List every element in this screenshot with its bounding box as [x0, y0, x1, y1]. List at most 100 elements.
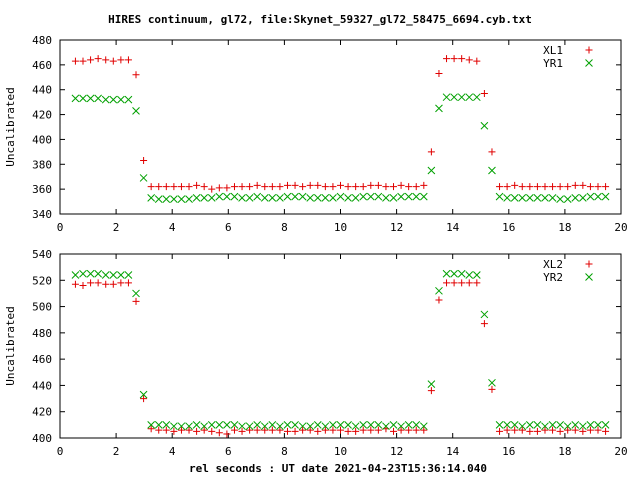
data-point [351, 422, 360, 431]
data-point [124, 95, 133, 104]
data-point [124, 279, 132, 287]
x-tick-label: 4 [169, 221, 176, 234]
data-point [215, 192, 224, 201]
x-tick-label: 0 [57, 221, 64, 234]
y-tick-label: 460 [32, 353, 52, 366]
x-tick-label: 18 [558, 221, 571, 234]
data-point [170, 183, 178, 191]
data-point [564, 183, 572, 191]
x-tick-label: 8 [281, 445, 288, 458]
legend-marker [585, 46, 593, 54]
data-point [261, 183, 269, 191]
data-point [366, 421, 375, 429]
data-point [223, 184, 231, 192]
x-tick-label: 16 [502, 445, 515, 458]
data-point [594, 426, 602, 434]
x-tick-label: 2 [113, 221, 120, 234]
data-point [526, 183, 534, 191]
data-point [230, 183, 238, 191]
data-point [208, 427, 216, 435]
data-point [344, 193, 352, 202]
data-point [578, 193, 587, 202]
data-point [571, 421, 580, 429]
data-point [435, 286, 443, 295]
data-point [321, 193, 330, 202]
data-point [457, 93, 466, 102]
data-point [412, 421, 421, 429]
x-tick-label: 20 [614, 445, 627, 458]
data-point [283, 421, 292, 429]
data-point [367, 426, 375, 434]
data-point [366, 192, 375, 201]
data-point [427, 387, 435, 395]
data-point [397, 426, 405, 434]
data-point [291, 181, 299, 189]
data-point [283, 427, 291, 435]
data-point [207, 421, 216, 429]
data-point [450, 55, 458, 63]
data-point [291, 192, 299, 201]
data-point [207, 193, 216, 202]
data-point [419, 192, 428, 201]
data-point [601, 421, 610, 429]
data-point [337, 181, 344, 189]
data-point [71, 94, 80, 103]
data-point [87, 279, 95, 287]
data-point [549, 183, 557, 191]
data-point [442, 269, 451, 278]
data-point [374, 181, 382, 189]
data-point [541, 183, 549, 191]
x-tick-label: 14 [446, 221, 460, 234]
data-point [109, 95, 118, 104]
data-point [140, 157, 148, 165]
data-point [298, 192, 307, 201]
data-point [525, 421, 534, 429]
data-point [571, 193, 580, 202]
data-point [185, 422, 193, 431]
data-point [533, 193, 542, 202]
data-point [389, 421, 398, 429]
data-point [200, 193, 209, 202]
data-point [518, 422, 527, 431]
data-point [94, 269, 103, 278]
data-point [223, 430, 231, 438]
data-point [374, 421, 383, 429]
data-point [147, 193, 156, 202]
data-point [109, 57, 117, 65]
data-point [443, 55, 451, 63]
data-point [253, 426, 261, 434]
y-tick-label: 360 [32, 183, 52, 196]
data-point [525, 193, 534, 202]
data-point [185, 195, 193, 203]
x-tick-label: 12 [390, 221, 403, 234]
data-point [132, 71, 140, 79]
legend-label: YR2 [543, 271, 563, 284]
data-point [223, 192, 231, 201]
y-tick-label: 380 [32, 158, 52, 171]
data-point [480, 310, 489, 319]
series-YR2 [71, 269, 610, 431]
data-point [223, 421, 231, 429]
data-point [458, 55, 466, 63]
data-point [162, 183, 170, 191]
data-point [306, 426, 314, 434]
data-point [450, 93, 458, 102]
data-point [435, 104, 443, 113]
data-point [86, 94, 95, 103]
data-point [526, 427, 534, 435]
x-axis-label: rel seconds : UT date 2021-04-23T15:36:1… [189, 462, 487, 475]
x-tick-label: 6 [225, 221, 232, 234]
y-tick-label: 440 [32, 379, 52, 392]
data-point [549, 426, 557, 434]
data-point [586, 192, 595, 201]
y-tick-label: 460 [32, 59, 52, 72]
data-point [94, 94, 103, 103]
data-point [238, 422, 246, 431]
data-point [86, 269, 95, 278]
data-point [495, 421, 504, 429]
y-tick-label: 420 [32, 406, 52, 419]
data-point [101, 95, 110, 104]
data-point [283, 181, 291, 189]
y-axis-label: Uncalibrated [4, 87, 17, 166]
